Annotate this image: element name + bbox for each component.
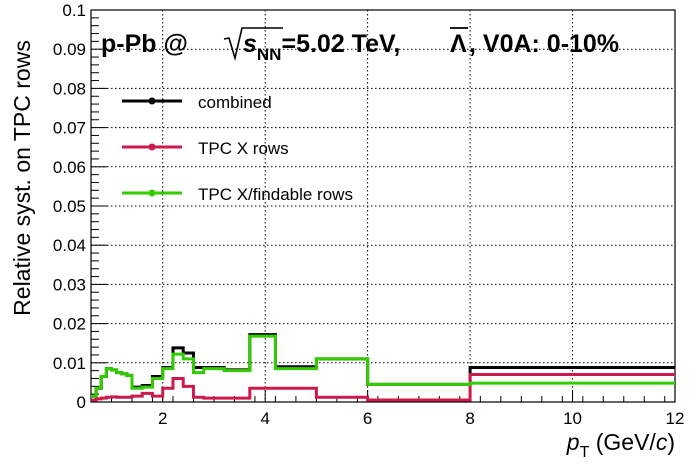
legend: combined TPC X rows TPC X/findable rows xyxy=(122,93,353,204)
legend-label: TPC X/findable rows xyxy=(198,185,353,204)
chart-title-energy: sNN=5.02 TeV, xyxy=(243,30,400,64)
y-tick-label: 0.03 xyxy=(53,275,86,294)
y-axis-title: Relative syst. on TPC rows xyxy=(9,40,35,316)
y-tick-label: 0.07 xyxy=(53,119,86,138)
sqrt-sign-icon xyxy=(223,27,283,62)
chart-title-particle: Λ xyxy=(450,30,467,58)
y-tick-label: 0.05 xyxy=(53,197,86,216)
legend-marker xyxy=(148,97,156,105)
y-tick-label: 0.04 xyxy=(53,236,86,255)
legend-marker xyxy=(148,189,156,197)
x-tick-label: 12 xyxy=(666,409,685,428)
chart-title-suffix: , V0A: 0-10% xyxy=(469,30,619,58)
x-tick-label: 10 xyxy=(563,409,582,428)
grid xyxy=(91,10,675,402)
x-axis-title: pT (GeV/c) xyxy=(566,429,675,461)
x-tick-label: 2 xyxy=(158,409,167,428)
y-tick-label: 0.01 xyxy=(53,354,86,373)
chart-title: p-Pb @ xyxy=(101,30,188,58)
x-tick-label: 6 xyxy=(363,409,372,428)
series-line xyxy=(91,373,675,402)
x-tick-label: 4 xyxy=(260,409,269,428)
axis-ticks xyxy=(91,9,676,403)
legend-label: combined xyxy=(198,93,272,112)
y-tick-label: 0.08 xyxy=(53,79,86,98)
legend-marker xyxy=(148,143,156,151)
y-tick-label: 0.1 xyxy=(62,1,86,20)
y-tick-label: 0.09 xyxy=(53,40,86,59)
x-tick-label: 8 xyxy=(465,409,474,428)
y-tick-label: 0.06 xyxy=(53,158,86,177)
series-layer xyxy=(91,333,675,402)
y-tick-label: 0.02 xyxy=(53,315,86,334)
series-line xyxy=(91,334,675,398)
legend-label: TPC X rows xyxy=(198,139,289,158)
y-tick-label: 0 xyxy=(77,393,86,412)
tick-labels: 2 4 6 8 10 12 0 0.01 0.02 0.03 0.04 0.05 0.06 0.07 0.0… xyxy=(53,1,685,428)
